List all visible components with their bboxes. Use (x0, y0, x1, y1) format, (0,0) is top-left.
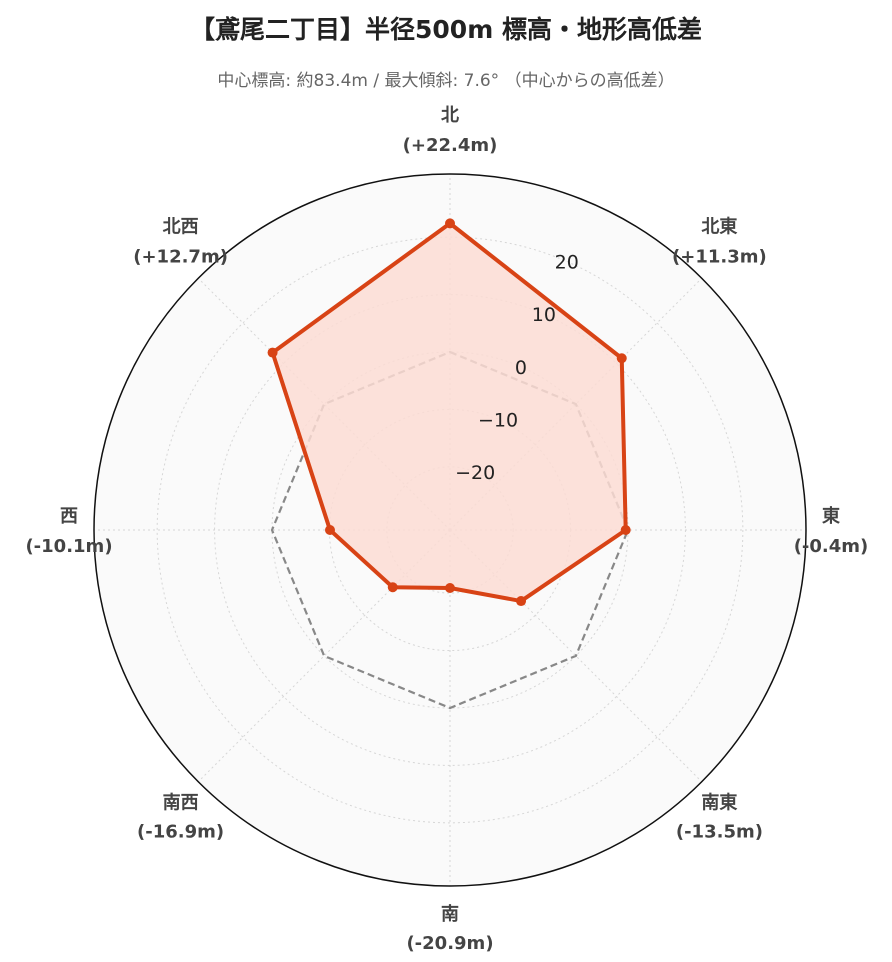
grid-spoke (197, 277, 451, 531)
data-point (387, 582, 398, 593)
data-point (620, 525, 631, 535)
data-point (516, 596, 527, 607)
radial-tick-labels: −20 −10 0 10 20 (455, 251, 579, 484)
direction-value-label: (-20.9m) (406, 933, 493, 954)
radial-tick-label: 20 (555, 251, 579, 273)
grid-circle (156, 236, 744, 824)
radial-tick-label: 10 (532, 304, 556, 326)
data-point (324, 525, 335, 535)
direction-value-label: (-10.1m) (25, 536, 112, 557)
outer-frame (93, 173, 807, 887)
direction-name-label: 南西 (163, 791, 199, 813)
chart-subtitle: 中心標高: 約83.4m / 最大傾斜: 7.6° （中心からの高低差） (217, 71, 675, 91)
direction-name-label: 北西 (163, 217, 199, 238)
direction-value-label: (-0.4m) (794, 536, 869, 557)
data-point (267, 347, 278, 358)
direction-name-label: 西 (60, 506, 78, 527)
direction-name-label: 南東 (701, 791, 737, 813)
grid-spoke (449, 529, 703, 783)
direction-value-label: (+22.4m) (403, 135, 498, 156)
direction-name-label: 北 (441, 105, 459, 126)
direction-value-label: (+12.7m) (133, 247, 228, 268)
data-point (445, 218, 455, 229)
data-point (616, 353, 627, 364)
radial-tick-label: −20 (455, 462, 495, 484)
direction-value-label: (-16.9m) (137, 821, 224, 842)
direction-value-label: (-13.5m) (676, 821, 763, 842)
chart-title: 【鳶尾二丁目】半径500m 標高・地形高低差 (190, 15, 702, 44)
radial-tick-label: −10 (478, 409, 518, 431)
grid-spoke (449, 277, 703, 531)
direction-name-label: 北東 (701, 216, 737, 238)
series-layer (267, 218, 631, 607)
direction-labels: 北 (+22.4m) 北東 (+11.3m) 東 (-0.4m) 南東 (-13.5m) 南 (-… (25, 105, 868, 954)
direction-value-label: (+11.3m) (672, 247, 767, 268)
direction-name-label: 東 (822, 505, 840, 527)
grid-spoke (197, 529, 451, 783)
data-point (445, 582, 455, 593)
radial-tick-label: 0 (515, 357, 527, 379)
grid-lines (93, 173, 807, 887)
direction-name-label: 南 (441, 903, 459, 925)
